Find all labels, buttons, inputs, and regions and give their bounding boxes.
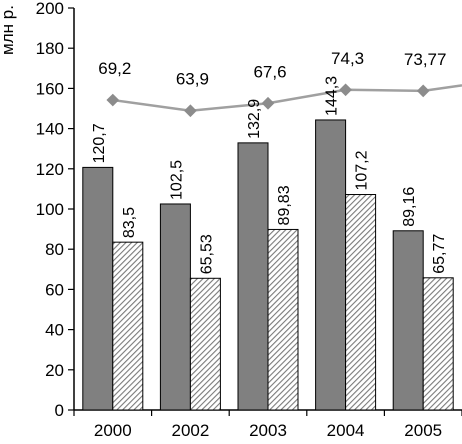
data-label-series2: 107,2: [354, 150, 371, 190]
data-label-series2: 65,53: [198, 234, 215, 274]
bar-series2: [267, 228, 299, 411]
bar-series2: [189, 277, 221, 411]
bar-series1: [82, 166, 114, 411]
bar-series2: [422, 277, 454, 411]
y-tick-label: 160: [36, 79, 64, 98]
data-label-line: 73,77: [404, 50, 447, 69]
line-marker: [184, 104, 197, 118]
data-label-series2: 65,77: [431, 234, 448, 274]
data-label-series1: 89,16: [401, 187, 418, 227]
y-tick-label: 120: [36, 160, 64, 179]
bar-series1: [159, 203, 191, 411]
bars: [82, 119, 454, 411]
bar-series2: [345, 194, 377, 411]
data-label-series1: 120,7: [91, 123, 108, 163]
data-label-series1: 144,3: [324, 76, 341, 116]
data-label-line: 67,6: [253, 62, 286, 81]
y-axis-label: млн р.: [0, 5, 17, 55]
data-label-line: 63,9: [176, 70, 209, 89]
y-tick-label: 80: [45, 240, 64, 259]
y-tick-label: 0: [55, 401, 64, 420]
bar-series1: [392, 230, 424, 411]
x-tick-label: 2004: [327, 421, 365, 439]
data-label-line: 74,3: [331, 49, 364, 68]
y-tick-label: 200: [36, 0, 64, 18]
y-tick-label: 60: [45, 280, 64, 299]
line-marker: [339, 83, 352, 97]
x-tick-label: 2005: [404, 421, 442, 439]
x-tick-label: 2000: [94, 421, 132, 439]
x-tick-label: 2002: [171, 421, 209, 439]
y-tick-label: 40: [45, 321, 64, 340]
data-label-series2: 83,5: [121, 207, 138, 238]
bar-series1: [315, 119, 347, 411]
axes: 0 20 40 60 80 100 120 140 160 180 200 2000 2002 2003 2…: [36, 0, 462, 440]
line-path: [112, 84, 462, 112]
data-labels: 120,7 83,5 102,5 65,53 132,9 89,83 144,3 107,2 8…: [91, 49, 448, 274]
line-marker: [106, 93, 120, 107]
y-tick-label: 140: [36, 120, 64, 139]
data-label-series2: 89,83: [276, 185, 293, 225]
y-tick-label: 180: [36, 39, 64, 58]
line-marker: [416, 84, 430, 98]
x-tick-label: 2003: [249, 421, 287, 439]
bar-series2: [112, 241, 144, 411]
line-series: [106, 83, 462, 118]
bar-series1: [237, 142, 269, 411]
data-label-line: 69,2: [98, 59, 131, 78]
line-marker: [261, 96, 275, 110]
y-tick-label: 100: [36, 200, 64, 219]
y-tick-label: 20: [45, 361, 64, 380]
data-label-series1: 102,5: [168, 160, 185, 200]
data-label-series1: 132,9: [246, 99, 263, 139]
